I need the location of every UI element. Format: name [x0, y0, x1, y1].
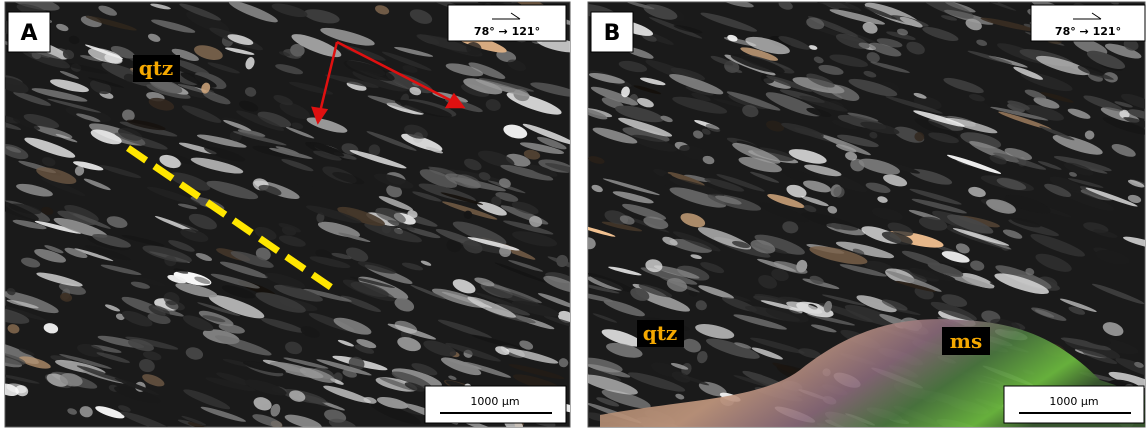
- orientation: 78° → 121°: [1055, 25, 1121, 38]
- scale-label: 1000 µm: [470, 395, 519, 408]
- figure: A 78° → 121° 1000 µm qtz B 78° → 121° 10…: [0, 0, 1148, 429]
- mineral-label: ms: [950, 329, 982, 353]
- mineral-label: qtz: [139, 56, 174, 80]
- panel-a: A 78° → 121° 1000 µm qtz: [0, 0, 591, 429]
- orientation: 78° → 121°: [474, 25, 540, 38]
- panel-label: B: [604, 21, 621, 46]
- scale-label: 1000 µm: [1049, 395, 1098, 408]
- panel-label: A: [20, 21, 37, 46]
- mineral-label: qtz: [643, 321, 678, 345]
- panel-b: B 78° → 121° 1000 µm qtz ms: [574, 0, 1148, 429]
